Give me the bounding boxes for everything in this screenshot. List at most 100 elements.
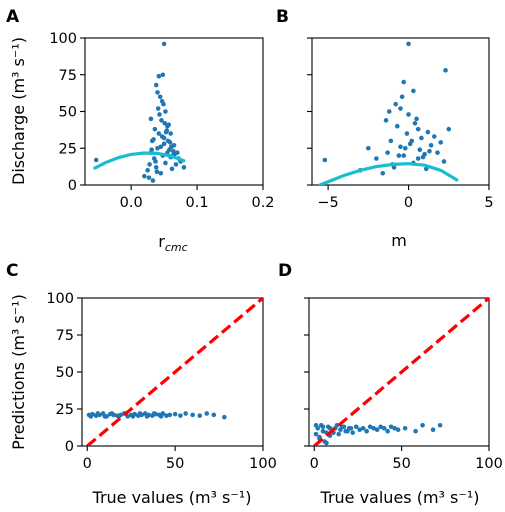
data-point bbox=[417, 147, 423, 153]
x-tick-label-b: −5 bbox=[317, 195, 338, 211]
data-point bbox=[158, 144, 164, 150]
data-point bbox=[153, 165, 159, 170]
data-point bbox=[183, 411, 188, 416]
panel-label-b: B bbox=[276, 7, 289, 27]
data-point bbox=[167, 412, 173, 418]
reference-line-c bbox=[86, 298, 263, 446]
data-point bbox=[313, 431, 319, 437]
data-point bbox=[95, 411, 101, 416]
data-point bbox=[163, 160, 168, 166]
data-point bbox=[102, 414, 108, 419]
data-point bbox=[146, 175, 152, 180]
scatter-points-c bbox=[86, 411, 227, 420]
data-point bbox=[420, 422, 425, 428]
data-point bbox=[178, 413, 183, 418]
data-point bbox=[374, 156, 379, 161]
data-point bbox=[401, 153, 407, 158]
data-point bbox=[398, 106, 403, 111]
y-tick-label-a: 75 bbox=[59, 68, 77, 84]
chart-panel-d: 0 50 100 bbox=[304, 297, 503, 472]
data-point bbox=[149, 147, 154, 153]
data-point bbox=[413, 428, 418, 434]
data-point bbox=[414, 116, 419, 122]
data-point bbox=[396, 153, 402, 158]
data-point bbox=[386, 109, 392, 114]
data-point bbox=[385, 150, 390, 155]
data-point bbox=[169, 144, 174, 150]
data-point bbox=[137, 411, 143, 416]
data-point bbox=[159, 118, 164, 123]
y-tick-label-c: 100 bbox=[46, 291, 74, 307]
data-point bbox=[204, 411, 210, 416]
data-point bbox=[160, 72, 166, 78]
data-point bbox=[430, 427, 436, 433]
data-point bbox=[388, 138, 394, 144]
data-point bbox=[366, 145, 371, 151]
data-point bbox=[150, 178, 156, 183]
reference-line-d bbox=[313, 298, 489, 446]
y-tick-label-a: 100 bbox=[49, 31, 77, 47]
data-point bbox=[320, 428, 326, 434]
data-point bbox=[161, 41, 167, 47]
x-axis-label-true-values-d: True values (m³ s⁻¹) bbox=[320, 488, 480, 507]
data-point bbox=[156, 131, 162, 136]
data-point bbox=[364, 428, 369, 434]
data-point bbox=[154, 169, 160, 175]
data-point bbox=[415, 156, 421, 161]
y-tick-label-c: 50 bbox=[56, 365, 74, 381]
chart-panel-b: −5 0 5 bbox=[307, 37, 494, 211]
data-point bbox=[383, 118, 389, 123]
data-point bbox=[412, 120, 418, 126]
panel-label-d: D bbox=[278, 261, 292, 281]
data-point bbox=[93, 157, 99, 163]
y-tick-label-c: 0 bbox=[65, 439, 74, 455]
data-point bbox=[317, 434, 322, 440]
data-point bbox=[406, 112, 411, 117]
panel-label-a: A bbox=[6, 7, 20, 27]
data-point bbox=[371, 425, 376, 431]
data-point bbox=[161, 141, 167, 147]
data-point bbox=[348, 425, 354, 431]
fit-curve-b bbox=[318, 162, 459, 185]
plot-frame-a bbox=[84, 37, 264, 186]
y-tick-label-c: 25 bbox=[56, 402, 74, 418]
data-point bbox=[446, 126, 452, 132]
data-point bbox=[171, 148, 176, 154]
data-point bbox=[380, 170, 386, 176]
x-tick-label-a: 0.0 bbox=[120, 195, 143, 211]
data-point bbox=[367, 424, 373, 430]
data-point bbox=[327, 425, 333, 431]
data-point bbox=[415, 126, 421, 132]
data-point bbox=[169, 166, 175, 172]
data-point bbox=[166, 122, 172, 128]
data-point bbox=[168, 131, 174, 136]
data-point bbox=[151, 411, 157, 416]
x-axis-label-rcmc: rcmc bbox=[158, 232, 187, 254]
data-point bbox=[222, 414, 227, 420]
data-point bbox=[374, 427, 380, 433]
data-point bbox=[167, 140, 173, 145]
x-tick-label-a: 0.1 bbox=[186, 195, 209, 211]
x-tick-label-d: 100 bbox=[475, 456, 503, 472]
data-point bbox=[419, 135, 424, 141]
data-point bbox=[428, 143, 434, 148]
data-point bbox=[147, 162, 152, 167]
y-tick-label-c: 75 bbox=[56, 328, 74, 344]
x-tick-label-a: 0.2 bbox=[251, 195, 274, 211]
data-point bbox=[181, 165, 187, 170]
data-point bbox=[431, 134, 437, 139]
x-axis-label-rcmc-main: r bbox=[158, 232, 165, 251]
data-point bbox=[399, 94, 405, 100]
data-point bbox=[393, 101, 398, 107]
data-point bbox=[159, 98, 165, 104]
data-point bbox=[155, 90, 160, 95]
x-tick-label-c: 100 bbox=[249, 456, 277, 472]
y-tick-label-a: 50 bbox=[59, 105, 77, 121]
data-point bbox=[173, 162, 179, 167]
data-point bbox=[381, 425, 387, 431]
data-point bbox=[435, 150, 440, 155]
data-point bbox=[153, 82, 159, 88]
data-point bbox=[153, 159, 158, 164]
x-tick-label-d: 50 bbox=[392, 456, 410, 472]
